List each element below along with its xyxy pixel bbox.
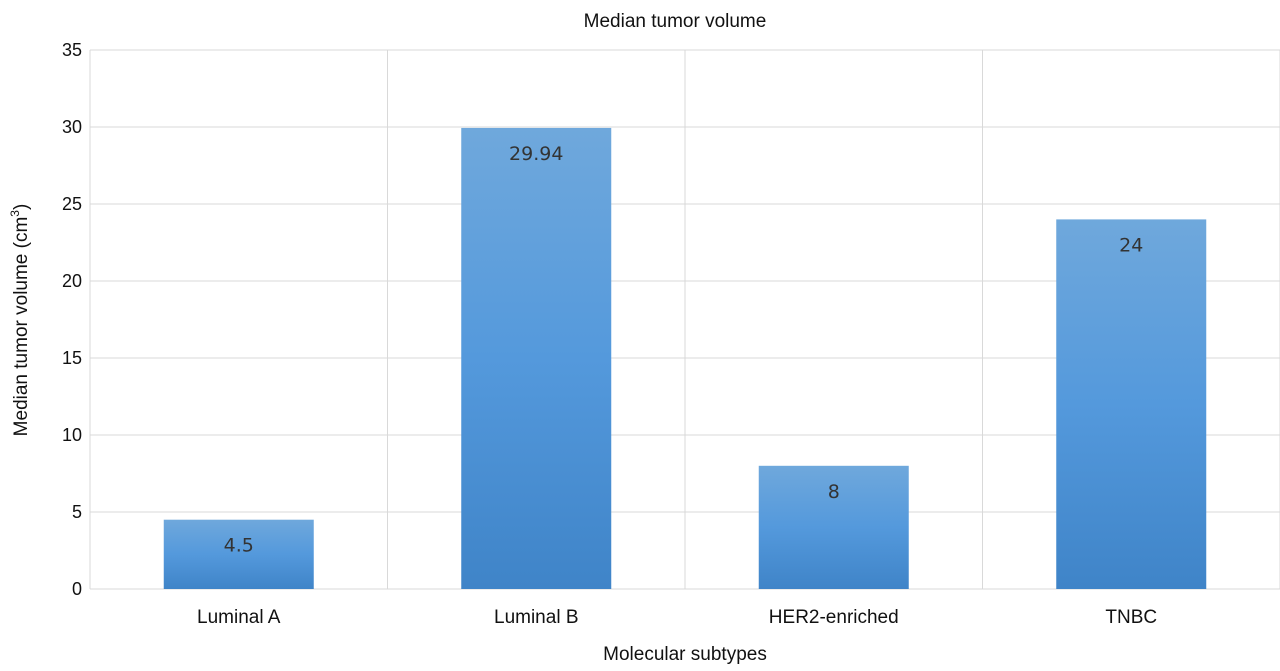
x-axis-title: Molecular subtypes bbox=[603, 644, 767, 665]
data-label: 4.5 bbox=[224, 535, 254, 557]
x-axis-categories: Luminal A Luminal B HER2-enriched TNBC bbox=[197, 607, 1157, 628]
y-tick-label: 15 bbox=[62, 348, 82, 368]
y-tick-label: 20 bbox=[62, 271, 82, 291]
chart-title: Median tumor volume bbox=[584, 11, 767, 32]
x-category-label: Luminal A bbox=[197, 607, 281, 628]
y-tick-label: 10 bbox=[62, 425, 82, 445]
data-label: 29.94 bbox=[509, 143, 563, 165]
bars bbox=[163, 127, 1207, 589]
gridlines bbox=[89, 49, 1280, 590]
x-category-label: HER2-enriched bbox=[769, 607, 899, 628]
y-tick-label: 5 bbox=[72, 502, 82, 522]
bar bbox=[1056, 219, 1207, 589]
y-axis-title: Median tumor volume (cm3) bbox=[8, 204, 32, 437]
x-category-label: TNBC bbox=[1105, 607, 1157, 628]
bar bbox=[461, 127, 612, 589]
y-tick-label: 30 bbox=[62, 117, 82, 137]
y-tick-label: 0 bbox=[72, 579, 82, 599]
data-labels: 4.5 29.94 8 24 bbox=[224, 143, 1144, 557]
x-category-label: Luminal B bbox=[494, 607, 579, 628]
y-axis-ticks: 0 5 10 15 20 25 30 35 bbox=[62, 40, 82, 599]
y-axis-title-superscript: 3 bbox=[8, 210, 22, 217]
data-label: 24 bbox=[1119, 234, 1143, 256]
y-axis-title-suffix: ) bbox=[11, 204, 32, 210]
data-label: 8 bbox=[828, 481, 840, 503]
y-tick-label: 35 bbox=[62, 40, 82, 60]
bar bbox=[758, 465, 909, 589]
y-tick-label: 25 bbox=[62, 194, 82, 214]
bar bbox=[163, 519, 314, 589]
y-axis-title-prefix: Median tumor volume (cm bbox=[11, 217, 32, 437]
